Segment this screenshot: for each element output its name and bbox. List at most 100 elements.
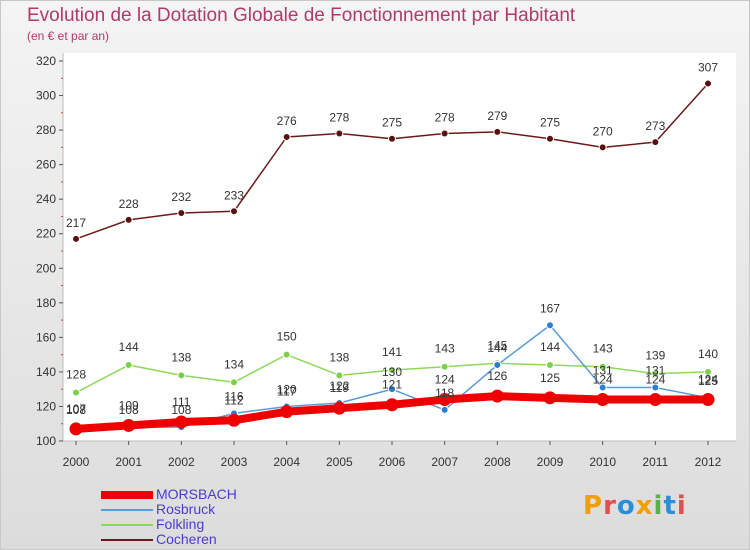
data-label-cocheren: 278 [435,111,455,125]
point-morsbach [701,393,715,407]
data-label-morsbach: 124 [698,373,718,387]
data-label-morsbach: 117 [277,385,296,399]
point-folkling [72,388,80,397]
point-folkling [177,371,186,380]
point-cocheren [493,127,502,136]
point-rosbruck [651,383,660,392]
logo-letter: r [603,491,617,521]
x-tick-label: 2002 [168,455,195,469]
y-tick-label: 280 [36,123,56,137]
data-label-rosbruck: 122 [329,379,349,393]
logo-letter: t [663,491,677,521]
data-label-cocheren: 279 [487,109,507,123]
point-morsbach [596,393,610,407]
data-label-rosbruck: 130 [382,365,402,379]
y-tick-label: 100 [36,434,56,448]
point-cocheren [230,207,238,216]
data-label-cocheren: 228 [119,197,139,211]
x-tick-label: 2005 [326,455,353,469]
legend-item-folkling[interactable]: Folkling [101,517,237,532]
x-tick-label: 2001 [115,455,142,469]
point-folkling [124,361,133,369]
point-morsbach [69,422,83,436]
x-tick-label: 2006 [379,455,406,469]
point-rosbruck [598,383,607,392]
point-cocheren [546,134,554,143]
point-morsbach [490,389,504,403]
y-tick-label: 220 [36,227,56,241]
x-tick-label: 2003 [221,455,248,469]
x-tick-label: 2004 [273,455,300,469]
x-tick-label: 2011 [642,455,668,469]
data-label-morsbach: 124 [645,373,665,387]
data-label-folkling: 144 [119,340,139,354]
data-label-cocheren: 278 [329,111,349,125]
data-label-rosbruck: 131 [645,363,665,377]
point-morsbach [648,393,662,407]
legend-item-rosbruck[interactable]: Rosbruck [101,502,237,517]
data-label-folkling: 128 [66,368,86,382]
point-cocheren [124,215,133,224]
y-tick-label: 260 [36,158,56,172]
point-folkling [440,362,449,371]
data-label-rosbruck: 108 [119,403,139,417]
y-tick-label: 160 [36,330,56,344]
x-tick-label: 2008 [484,455,511,469]
data-label-morsbach: 121 [382,378,402,392]
point-folkling [335,371,344,380]
point-rosbruck [388,385,396,394]
legend-label-morsbach: MORSBACH [156,486,237,502]
point-morsbach [332,401,346,415]
data-label-rosbruck: 144 [487,341,507,355]
legend: MORSBACH Rosbruck Folkling Cocheren [101,487,237,547]
y-tick-label: 240 [36,192,56,206]
point-cocheren [72,234,80,243]
point-cocheren [335,129,344,138]
legend-item-cocheren[interactable]: Cocheren [101,532,237,547]
y-tick-label: 140 [36,365,56,379]
point-cocheren [704,79,712,88]
x-tick-label: 2009 [537,455,564,469]
data-label-rosbruck: 131 [593,363,613,377]
data-label-rosbruck: 116 [224,389,243,403]
data-label-cocheren: 217 [66,216,86,230]
data-label-morsbach: 112 [224,393,243,407]
legend-swatch-folkling [101,523,153,526]
point-morsbach [385,398,399,412]
data-label-cocheren: 307 [698,60,718,74]
data-label-folkling: 144 [540,340,560,354]
x-tick-label: 2000 [63,455,90,469]
data-label-rosbruck: 118 [435,386,454,400]
data-label-morsbach: 124 [435,373,455,387]
data-label-folkling: 139 [645,349,665,363]
data-label-morsbach: 111 [172,395,191,409]
data-label-rosbruck: 167 [540,301,560,315]
data-label-cocheren: 233 [224,188,244,202]
legend-label-rosbruck: Rosbruck [156,501,216,517]
legend-item-morsbach[interactable]: MORSBACH [101,487,237,502]
data-label-rosbruck: 120 [277,382,297,396]
data-label-folkling: 138 [171,350,191,364]
logo-letter: i [676,491,687,521]
point-rosbruck [493,361,502,369]
point-folkling [546,361,554,369]
logo-letter: x [635,491,654,521]
data-label-folkling: 143 [593,342,613,356]
legend-swatch-morsbach [101,490,153,499]
point-morsbach [227,413,241,427]
data-label-folkling: 143 [435,342,455,356]
data-label-morsbach: 109 [119,398,139,412]
data-label-folkling: 138 [329,350,349,364]
data-label-cocheren: 273 [645,119,665,133]
x-tick-label: 2007 [431,455,458,469]
legend-label-cocheren: Cocheren [156,531,217,547]
data-label-cocheren: 275 [540,116,560,130]
data-label-folkling: 140 [698,347,718,361]
point-morsbach [280,405,294,419]
data-label-morsbach: 124 [593,373,613,387]
y-tick-label: 300 [36,89,56,103]
point-cocheren [598,143,607,152]
data-label-folkling: 141 [382,345,402,359]
legend-swatch-rosbruck [101,508,153,511]
